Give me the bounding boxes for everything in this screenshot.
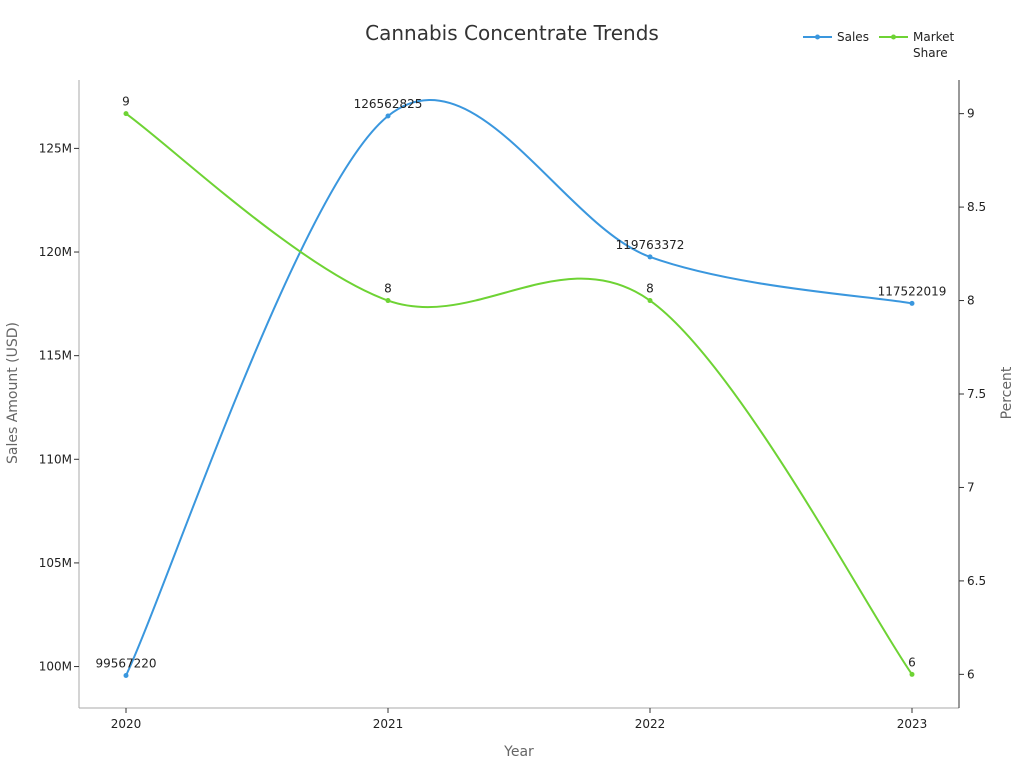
x-tick-label: 2020 <box>111 717 142 731</box>
market-share-series-line <box>125 112 913 675</box>
labels-layer: 99567220 126562825 119763372 117522019 9 8 8 6 <box>95 95 946 671</box>
y-tick-label: 120M <box>39 245 72 259</box>
legend-marker-market-share <box>891 34 896 40</box>
y2-tick-label: 6 <box>967 667 975 681</box>
market-share-point <box>123 111 129 117</box>
market-share-data-label: 8 <box>384 282 392 296</box>
market-share-point <box>909 671 915 677</box>
legend-label-sales: Sales <box>837 30 869 44</box>
x-tick-label: 2021 <box>373 717 404 731</box>
y-tick-label: 105M <box>39 556 72 570</box>
sales-point <box>385 113 391 119</box>
sales-data-label: 126562825 <box>354 97 423 111</box>
market-share-data-label: 8 <box>646 282 654 296</box>
market-share-data-label: 9 <box>122 95 130 109</box>
x-axis-title: Year <box>503 744 534 760</box>
x-tick-label: 2023 <box>897 717 928 731</box>
y-tick-label: 115M <box>39 349 72 363</box>
sales-point <box>647 254 653 260</box>
market-share-data-label: 6 <box>908 655 916 669</box>
x-tick-label: 2022 <box>635 717 666 731</box>
legend: Sales Market Share <box>803 30 958 60</box>
sales-point <box>909 300 915 306</box>
y2-tick-label: 8.5 <box>967 200 986 214</box>
legend-item-sales: Sales <box>803 30 869 44</box>
y-tick-label: 125M <box>39 141 72 155</box>
sales-data-label: 119763372 <box>616 238 685 252</box>
y2-tick-label: 8 <box>967 294 975 308</box>
sales-series-line <box>125 99 913 676</box>
legend-item-market-share: Market Share <box>879 30 958 60</box>
y2-tick-label: 7 <box>967 480 975 494</box>
y-tick-label: 100M <box>39 660 72 674</box>
market-share-point <box>385 298 391 304</box>
sales-point <box>123 673 129 679</box>
axes-layer: 100M 105M 110M 115M 120M 125M 6 6.5 7 7.5 8 8.5 9 202… <box>39 80 986 731</box>
chart-title: Cannabis Concentrate Trends <box>365 21 659 45</box>
y2-tick-label: 7.5 <box>967 387 986 401</box>
market-share-point <box>647 298 653 304</box>
y2-axis-title: Percent <box>999 366 1015 419</box>
y-axis-title: Sales Amount (USD) <box>5 322 21 464</box>
y2-tick-label: 9 <box>967 107 975 121</box>
sales-data-label: 99567220 <box>95 657 156 671</box>
sales-data-label: 117522019 <box>878 284 947 298</box>
y-tick-label: 110M <box>39 452 72 466</box>
y2-tick-label: 6.5 <box>967 574 986 588</box>
series-layer <box>123 99 915 679</box>
legend-label-market-share: Market Share <box>913 30 958 60</box>
legend-marker-sales <box>815 34 820 40</box>
